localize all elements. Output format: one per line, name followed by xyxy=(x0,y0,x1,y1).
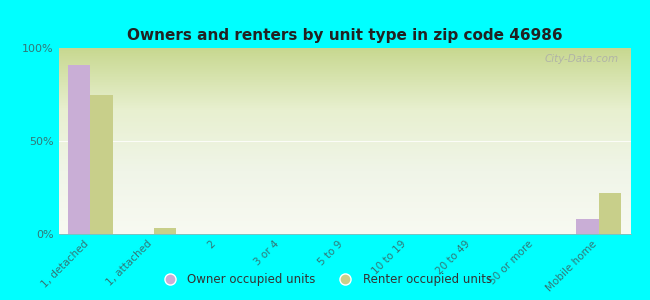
Title: Owners and renters by unit type in zip code 46986: Owners and renters by unit type in zip c… xyxy=(127,28,562,43)
Text: City-Data.com: City-Data.com xyxy=(545,54,619,64)
Bar xyxy=(68,65,90,234)
Bar xyxy=(90,94,112,234)
Legend: Owner occupied units, Renter occupied units: Owner occupied units, Renter occupied un… xyxy=(153,269,497,291)
Bar xyxy=(154,228,176,234)
Bar xyxy=(599,193,621,234)
Bar xyxy=(577,219,599,234)
